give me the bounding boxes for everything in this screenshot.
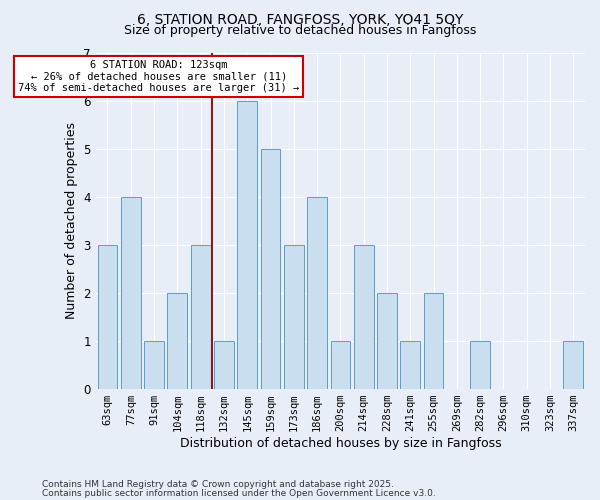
Bar	[191, 245, 211, 389]
Bar	[144, 341, 164, 389]
Bar	[121, 196, 140, 389]
Bar	[167, 293, 187, 389]
Bar	[284, 245, 304, 389]
Y-axis label: Number of detached properties: Number of detached properties	[65, 122, 78, 320]
Bar	[260, 148, 280, 389]
Bar	[470, 341, 490, 389]
Text: Size of property relative to detached houses in Fangfoss: Size of property relative to detached ho…	[124, 24, 476, 37]
Bar	[424, 293, 443, 389]
Bar	[238, 100, 257, 389]
X-axis label: Distribution of detached houses by size in Fangfoss: Distribution of detached houses by size …	[179, 437, 501, 450]
Bar	[377, 293, 397, 389]
Bar	[400, 341, 420, 389]
Text: 6 STATION ROAD: 123sqm
← 26% of detached houses are smaller (11)
74% of semi-det: 6 STATION ROAD: 123sqm ← 26% of detached…	[18, 60, 299, 93]
Text: Contains HM Land Registry data © Crown copyright and database right 2025.: Contains HM Land Registry data © Crown c…	[42, 480, 394, 489]
Text: Contains public sector information licensed under the Open Government Licence v3: Contains public sector information licen…	[42, 489, 436, 498]
Bar	[214, 341, 234, 389]
Bar	[331, 341, 350, 389]
Bar	[354, 245, 374, 389]
Bar	[563, 341, 583, 389]
Text: 6, STATION ROAD, FANGFOSS, YORK, YO41 5QY: 6, STATION ROAD, FANGFOSS, YORK, YO41 5Q…	[137, 12, 463, 26]
Bar	[98, 245, 118, 389]
Bar	[307, 196, 327, 389]
